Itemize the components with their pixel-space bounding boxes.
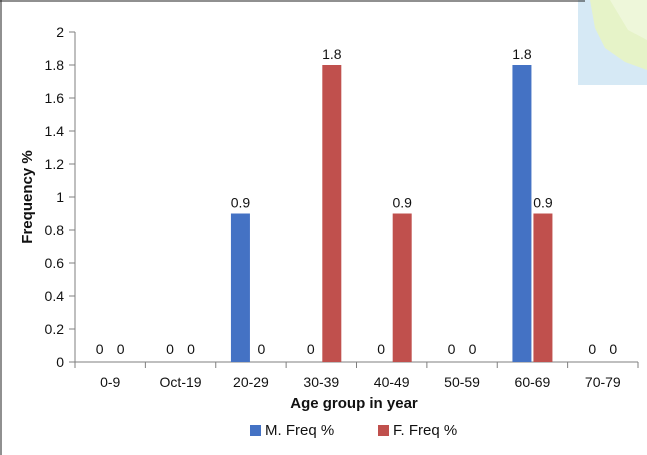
- y-tick-label: 0.8: [45, 222, 65, 238]
- legend-label: F. Freq %: [393, 422, 457, 439]
- data-label: 0: [588, 341, 596, 357]
- x-tick-label: 50-59: [444, 374, 480, 390]
- bar-f-freq: [322, 65, 342, 362]
- legend-swatch: [250, 425, 261, 436]
- data-label: 0: [117, 341, 125, 357]
- bar-m-freq: [230, 213, 250, 362]
- legend-swatch: [378, 425, 389, 436]
- y-tick-label: 1: [56, 189, 64, 205]
- data-label: 0: [307, 341, 315, 357]
- y-tick-label: 0.6: [45, 255, 65, 271]
- x-tick-label: 0-9: [100, 374, 120, 390]
- data-label: 0: [448, 341, 456, 357]
- y-tick-label: 0.4: [45, 288, 65, 304]
- data-label: 1.8: [322, 46, 342, 62]
- data-label: 0: [609, 341, 617, 357]
- y-tick-label: 1.8: [45, 57, 65, 73]
- data-label: 0: [187, 341, 195, 357]
- x-tick-label: 40-49: [374, 374, 410, 390]
- bar-f-freq: [392, 213, 412, 362]
- data-label: 1.8: [512, 46, 532, 62]
- y-tick-label: 2: [56, 24, 64, 40]
- x-tick-label: Oct-19: [160, 374, 202, 390]
- bar-f-freq: [533, 213, 553, 362]
- data-label: 0: [96, 341, 104, 357]
- bar-m-freq: [512, 65, 532, 362]
- chart-legend: M. Freq % F. Freq %: [250, 422, 457, 439]
- corner-decoration: [578, 0, 647, 85]
- data-label: 0.9: [392, 195, 412, 211]
- x-tick-label: 30-39: [303, 374, 339, 390]
- data-label: 0: [469, 341, 477, 357]
- data-label: 0: [377, 341, 385, 357]
- data-label: 0: [258, 341, 266, 357]
- y-axis-title: Frequency %: [19, 150, 36, 243]
- x-tick-label: 70-79: [585, 374, 621, 390]
- legend-label: M. Freq %: [265, 422, 334, 439]
- y-tick-label: 1.2: [45, 156, 65, 172]
- x-tick-label: 60-69: [515, 374, 551, 390]
- x-tick-label: 20-29: [233, 374, 269, 390]
- data-label: 0.9: [231, 195, 251, 211]
- y-tick-label: 0: [56, 354, 64, 370]
- data-label: 0.9: [533, 195, 553, 211]
- x-axis-title: Age group in year: [290, 395, 418, 412]
- y-tick-label: 1.6: [45, 90, 65, 106]
- y-tick-label: 1.4: [45, 123, 65, 139]
- chart-axes: 0 0.2 0.4 0.6 0.8 1 1.2 1.4 1.6 1.8 2 0-9 Oct-19 20-2…: [45, 24, 639, 390]
- chart-bars: [230, 65, 553, 362]
- y-tick-label: 0.2: [45, 321, 65, 337]
- data-label: 0: [166, 341, 174, 357]
- chart-data-labels: 0 00.90 0 01.800 0 01.80.900.90: [96, 46, 618, 357]
